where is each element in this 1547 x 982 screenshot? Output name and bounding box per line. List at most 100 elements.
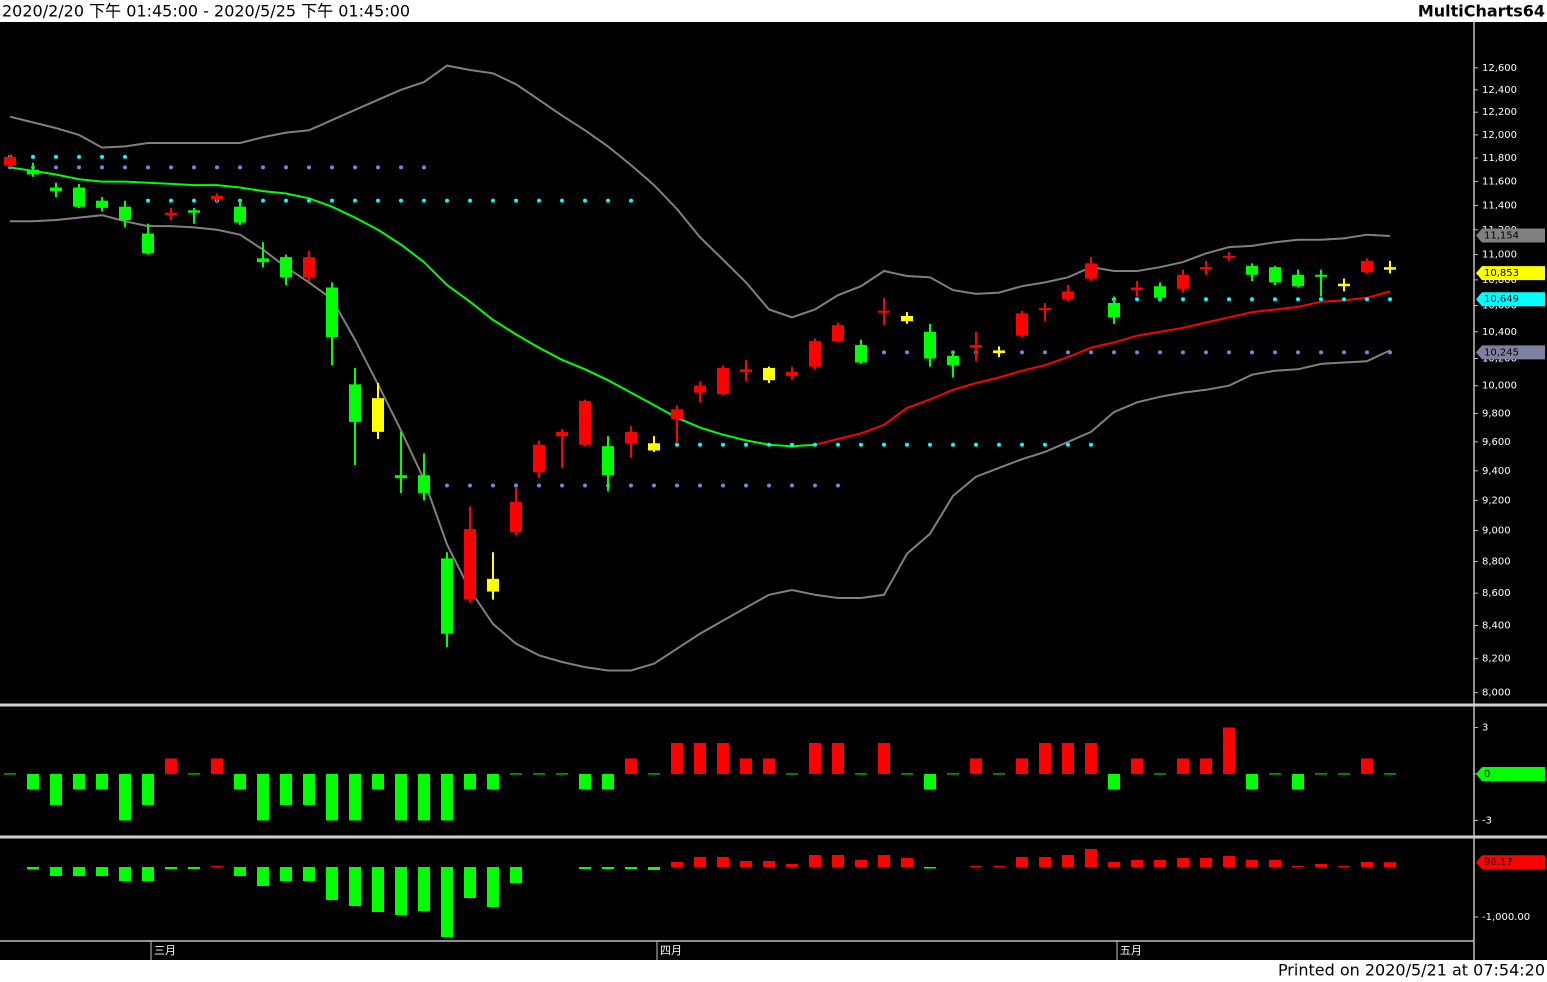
level-dot xyxy=(192,198,196,203)
bar xyxy=(809,742,821,774)
level-dot xyxy=(146,165,150,170)
bar xyxy=(1384,773,1396,775)
bar xyxy=(1016,857,1028,867)
level-dot xyxy=(1365,350,1369,355)
bar xyxy=(464,867,476,898)
bar xyxy=(349,773,361,821)
level-dot xyxy=(1043,442,1047,447)
bar xyxy=(50,867,62,876)
level-dot xyxy=(307,165,311,170)
level-dot xyxy=(1181,350,1185,355)
level-dot xyxy=(284,165,288,170)
bar xyxy=(579,867,591,869)
candle-body xyxy=(1384,267,1396,270)
candle-body xyxy=(119,206,131,221)
y-tick-label: 11,400 xyxy=(1482,200,1517,211)
bar xyxy=(234,867,246,876)
level-dot xyxy=(1135,350,1139,355)
level-dot xyxy=(1020,350,1024,355)
bar xyxy=(694,857,706,867)
bar xyxy=(4,773,16,775)
level-dot xyxy=(238,165,242,170)
level-dot xyxy=(675,442,679,447)
y-tick-label: 9,600 xyxy=(1482,437,1511,448)
level-dot xyxy=(537,483,541,488)
level-dot xyxy=(928,442,932,447)
price-tag-label: 0 xyxy=(1484,769,1490,780)
candle-body xyxy=(625,431,637,444)
bar xyxy=(1177,758,1189,774)
level-dot xyxy=(445,198,449,203)
level-dot xyxy=(905,350,909,355)
level-dot xyxy=(790,483,794,488)
level-dot xyxy=(1365,297,1369,302)
bar xyxy=(1361,758,1373,774)
level-dot xyxy=(307,198,311,203)
level-dot xyxy=(284,198,288,203)
level-dot xyxy=(353,165,357,170)
bar xyxy=(763,861,775,867)
y-tick-label: 10,800 xyxy=(1482,275,1517,286)
bar xyxy=(372,867,384,912)
price-tag-label: 10,853 xyxy=(1484,268,1519,279)
bar xyxy=(73,773,85,790)
candle-body xyxy=(1154,286,1166,298)
level-dot xyxy=(1066,442,1070,447)
candle-body xyxy=(1016,313,1028,336)
level-dot xyxy=(767,483,771,488)
level-dot xyxy=(836,442,840,447)
bar xyxy=(1315,864,1327,867)
level-dot xyxy=(192,165,196,170)
y-tick-label: 10,400 xyxy=(1482,327,1517,338)
footer-bar xyxy=(0,960,1547,982)
candle-body xyxy=(487,578,499,592)
bar xyxy=(280,867,292,881)
bar xyxy=(441,773,453,821)
bar xyxy=(625,867,637,869)
y-tick-label: 8,000 xyxy=(1482,688,1511,699)
candle-body xyxy=(556,431,568,437)
candle-body xyxy=(188,210,200,213)
level-dot xyxy=(330,198,334,203)
bar xyxy=(556,773,568,775)
bar xyxy=(27,773,39,790)
level-dot xyxy=(1342,297,1346,302)
candle-body xyxy=(510,501,522,533)
level-dot xyxy=(1227,297,1231,302)
bar xyxy=(533,773,545,775)
bar xyxy=(211,866,223,867)
y-tick-label: 11,000 xyxy=(1482,250,1517,261)
bar xyxy=(418,867,430,911)
level-dot xyxy=(261,198,265,203)
candle-body xyxy=(809,341,821,367)
bar xyxy=(740,861,752,867)
bar xyxy=(579,773,591,790)
y-tick-label: 3 xyxy=(1482,722,1488,733)
price-tag-label: 10,245 xyxy=(1484,347,1519,358)
bar xyxy=(740,758,752,774)
bar xyxy=(602,867,614,869)
bar xyxy=(1223,727,1235,774)
bar xyxy=(96,773,108,790)
price-tag xyxy=(1476,855,1545,870)
bar xyxy=(878,742,890,774)
price-tag-label: 10,649 xyxy=(1484,294,1519,305)
level-dot xyxy=(537,198,541,203)
candle-body xyxy=(1338,283,1350,287)
bar xyxy=(280,773,292,805)
level-dot xyxy=(721,483,725,488)
level-dot xyxy=(54,154,58,159)
candle-body xyxy=(786,372,798,377)
candle-body xyxy=(165,212,177,216)
level-dot xyxy=(790,442,794,447)
bar xyxy=(602,773,614,790)
candle-body xyxy=(763,367,775,381)
level-dot xyxy=(951,442,955,447)
level-dot xyxy=(1388,297,1392,302)
candle-body xyxy=(372,398,384,432)
indicator-line xyxy=(10,214,1391,672)
level-dot xyxy=(1158,350,1162,355)
level-dot xyxy=(146,198,150,203)
